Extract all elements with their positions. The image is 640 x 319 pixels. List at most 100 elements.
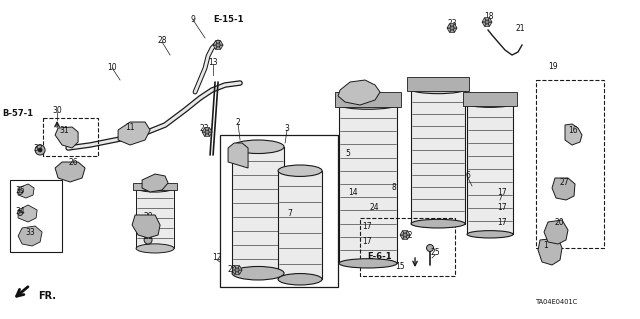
Ellipse shape <box>232 266 284 280</box>
Polygon shape <box>232 266 237 270</box>
Circle shape <box>235 268 239 272</box>
Text: 4: 4 <box>150 179 154 188</box>
Text: E-15-1: E-15-1 <box>213 15 243 24</box>
Text: 27: 27 <box>559 179 569 188</box>
Polygon shape <box>449 24 454 28</box>
Ellipse shape <box>136 244 174 253</box>
Polygon shape <box>447 28 452 32</box>
Polygon shape <box>552 178 575 200</box>
Text: FR.: FR. <box>38 291 56 301</box>
Text: 34: 34 <box>15 207 25 217</box>
Polygon shape <box>207 128 212 132</box>
Text: 16: 16 <box>568 125 578 135</box>
Text: 20: 20 <box>554 219 564 227</box>
Polygon shape <box>213 41 218 45</box>
Text: 22: 22 <box>403 232 413 241</box>
Ellipse shape <box>136 183 174 192</box>
Text: 23: 23 <box>199 123 209 132</box>
Text: 1: 1 <box>543 241 548 250</box>
Ellipse shape <box>339 259 397 268</box>
Text: 14: 14 <box>348 189 358 197</box>
Text: 26: 26 <box>68 159 78 167</box>
Polygon shape <box>18 184 34 198</box>
Polygon shape <box>463 92 517 106</box>
Polygon shape <box>132 215 160 238</box>
Text: 17: 17 <box>497 219 507 227</box>
Bar <box>232 147 284 273</box>
Text: E-6-1: E-6-1 <box>368 252 392 262</box>
Polygon shape <box>218 45 223 49</box>
Text: 32: 32 <box>33 144 43 152</box>
Polygon shape <box>133 183 177 189</box>
Text: 9: 9 <box>191 15 195 24</box>
Text: 30: 30 <box>52 106 62 115</box>
Text: 13: 13 <box>208 57 218 67</box>
Ellipse shape <box>232 140 284 153</box>
Text: 28: 28 <box>157 35 167 45</box>
Circle shape <box>17 189 22 195</box>
Text: 19: 19 <box>548 62 558 70</box>
Text: 17: 17 <box>362 237 372 247</box>
Bar <box>278 171 322 279</box>
Polygon shape <box>484 18 490 22</box>
Text: 7: 7 <box>287 210 292 219</box>
Bar <box>339 105 397 263</box>
Polygon shape <box>235 270 239 274</box>
Polygon shape <box>452 28 457 32</box>
Ellipse shape <box>278 273 322 285</box>
Polygon shape <box>216 41 221 45</box>
Polygon shape <box>205 128 209 132</box>
Text: 23: 23 <box>447 19 457 27</box>
Text: 17: 17 <box>362 222 372 232</box>
Polygon shape <box>449 28 454 32</box>
Polygon shape <box>338 80 380 105</box>
Polygon shape <box>403 235 408 239</box>
Text: 10: 10 <box>108 63 117 71</box>
Text: 21: 21 <box>515 24 525 33</box>
Bar <box>536 80 604 248</box>
Polygon shape <box>207 132 212 136</box>
Polygon shape <box>216 45 221 49</box>
Text: 8: 8 <box>392 183 396 192</box>
Polygon shape <box>202 132 207 136</box>
Polygon shape <box>205 132 209 136</box>
Circle shape <box>485 20 489 24</box>
Circle shape <box>450 26 454 30</box>
Circle shape <box>35 145 45 155</box>
Text: 33: 33 <box>25 228 35 237</box>
Bar <box>360 218 455 276</box>
Polygon shape <box>487 18 492 22</box>
Polygon shape <box>237 266 242 270</box>
Polygon shape <box>237 270 242 274</box>
Text: B-57-1: B-57-1 <box>3 108 34 117</box>
Polygon shape <box>405 231 410 235</box>
Text: 18: 18 <box>484 11 494 20</box>
Polygon shape <box>405 235 410 239</box>
Text: 21: 21 <box>143 233 153 241</box>
Polygon shape <box>484 22 490 26</box>
Polygon shape <box>335 92 401 107</box>
Polygon shape <box>202 128 207 132</box>
Bar <box>220 135 338 287</box>
Polygon shape <box>452 24 457 28</box>
Text: 29: 29 <box>143 212 153 221</box>
Text: 17: 17 <box>497 204 507 212</box>
Circle shape <box>216 43 220 47</box>
Polygon shape <box>55 162 85 182</box>
Text: 17: 17 <box>497 189 507 197</box>
Bar <box>467 104 513 234</box>
Polygon shape <box>447 24 452 28</box>
Polygon shape <box>55 127 78 148</box>
Ellipse shape <box>467 100 513 108</box>
Text: 2: 2 <box>236 117 241 127</box>
Text: TA04E0401C: TA04E0401C <box>536 299 578 305</box>
Polygon shape <box>544 220 568 244</box>
Circle shape <box>426 244 433 251</box>
Text: 6: 6 <box>465 172 470 181</box>
Bar <box>136 188 174 249</box>
Circle shape <box>205 130 209 134</box>
Bar <box>43 118 98 156</box>
Text: 3: 3 <box>285 123 289 132</box>
Polygon shape <box>18 226 42 246</box>
Text: 24: 24 <box>369 204 379 212</box>
